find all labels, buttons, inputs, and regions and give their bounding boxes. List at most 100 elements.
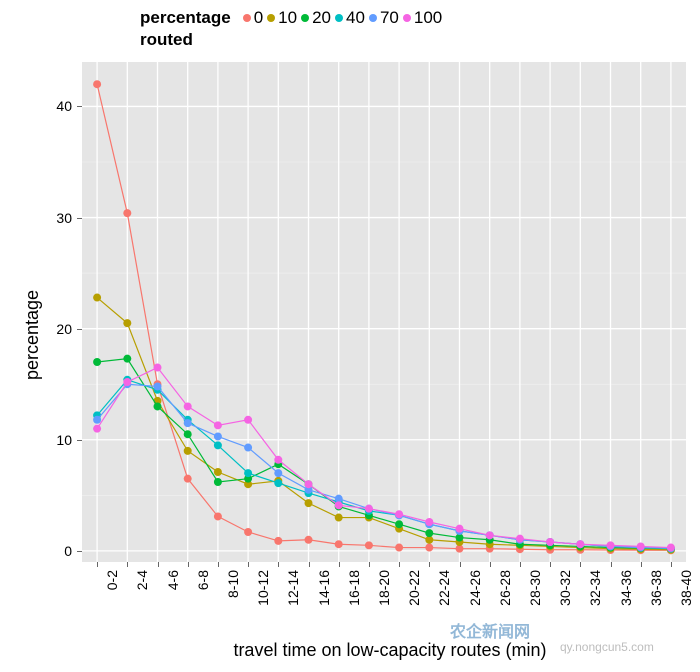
series-point	[425, 529, 433, 537]
series-point	[244, 469, 252, 477]
x-tick-mark	[127, 562, 128, 567]
series-line-0	[97, 84, 671, 550]
series-line-100	[97, 368, 671, 548]
series-point	[214, 432, 222, 440]
series-line-20	[97, 359, 671, 549]
y-tick-label: 20	[42, 321, 72, 337]
x-tick-label: 18-20	[376, 570, 392, 620]
legend: percentage 0 10 20 40 70	[140, 8, 442, 52]
series-point	[305, 499, 313, 507]
plot-area	[82, 62, 686, 562]
series-point	[274, 479, 282, 487]
series-point	[93, 294, 101, 302]
legend-item-100: 100	[403, 8, 442, 28]
x-tick-label: 10-12	[255, 570, 271, 620]
legend-label-0: 0	[254, 8, 263, 28]
x-tick-label: 0-2	[104, 570, 120, 620]
y-tick-mark	[77, 329, 82, 330]
y-tick-label: 30	[42, 210, 72, 226]
series-point	[425, 544, 433, 552]
series-point	[214, 478, 222, 486]
legend-marker-0	[243, 14, 251, 22]
x-tick-mark	[158, 562, 159, 567]
y-axis-label: percentage	[22, 290, 43, 380]
series-point	[154, 364, 162, 372]
series-point	[667, 544, 675, 552]
x-tick-label: 32-34	[587, 570, 603, 620]
x-tick-label: 4-6	[165, 570, 181, 620]
x-tick-label: 2-4	[134, 570, 150, 620]
x-tick-label: 8-10	[225, 570, 241, 620]
x-tick-label: 22-24	[436, 570, 452, 620]
series-point	[365, 541, 373, 549]
x-tick-mark	[309, 562, 310, 567]
legend-item-40: 40	[335, 8, 365, 28]
series-point	[395, 520, 403, 528]
x-axis-label: travel time on low-capacity routes (min)	[150, 640, 630, 661]
series-point	[93, 358, 101, 366]
series-point	[184, 447, 192, 455]
legend-marker-100	[403, 14, 411, 22]
y-tick-mark	[77, 218, 82, 219]
series-point	[456, 525, 464, 533]
series-point	[365, 505, 373, 513]
watermark-logo: 农企新闻网	[450, 618, 530, 642]
legend-label-70: 70	[380, 8, 399, 28]
x-tick-mark	[188, 562, 189, 567]
series-point	[274, 469, 282, 477]
x-tick-label: 28-30	[527, 570, 543, 620]
x-tick-label: 36-38	[648, 570, 664, 620]
series-point	[244, 444, 252, 452]
x-tick-mark	[399, 562, 400, 567]
series-point	[607, 541, 615, 549]
series-point	[637, 542, 645, 550]
x-tick-label: 30-32	[557, 570, 573, 620]
x-tick-mark	[671, 562, 672, 567]
x-tick-mark	[490, 562, 491, 567]
x-tick-label: 20-22	[406, 570, 422, 620]
x-tick-label: 16-18	[346, 570, 362, 620]
series-point	[244, 528, 252, 536]
legend-label-100: 100	[414, 8, 442, 28]
x-tick-mark	[429, 562, 430, 567]
series-point	[154, 402, 162, 410]
x-tick-mark	[248, 562, 249, 567]
series-point	[184, 419, 192, 427]
x-tick-label: 14-16	[316, 570, 332, 620]
x-tick-mark	[611, 562, 612, 567]
series-point	[214, 421, 222, 429]
x-tick-label: 12-14	[285, 570, 301, 620]
x-tick-mark	[278, 562, 279, 567]
legend-label-20: 20	[312, 8, 331, 28]
series-point	[305, 536, 313, 544]
series-point	[123, 209, 131, 217]
series-point	[93, 80, 101, 88]
series-point	[184, 475, 192, 483]
series-point	[154, 382, 162, 390]
legend-label-10: 10	[278, 8, 297, 28]
x-tick-mark	[369, 562, 370, 567]
legend-item-20: 20	[301, 8, 331, 28]
legend-title-1: percentage	[140, 8, 231, 28]
x-tick-label: 24-26	[467, 570, 483, 620]
y-tick-label: 10	[42, 432, 72, 448]
x-tick-mark	[520, 562, 521, 567]
x-tick-label: 38-40	[678, 570, 694, 620]
x-tick-mark	[641, 562, 642, 567]
series-point	[274, 456, 282, 464]
y-tick-mark	[77, 440, 82, 441]
x-tick-mark	[550, 562, 551, 567]
chart-container: percentage 0 10 20 40 70	[0, 0, 700, 672]
series-point	[244, 416, 252, 424]
x-tick-mark	[218, 562, 219, 567]
x-tick-label: 34-36	[618, 570, 634, 620]
series-point	[123, 319, 131, 327]
series-point	[184, 430, 192, 438]
legend-item-70: 70	[369, 8, 399, 28]
series-point	[486, 531, 494, 539]
legend-marker-20	[301, 14, 309, 22]
series-point	[335, 514, 343, 522]
series-point	[335, 501, 343, 509]
y-tick-mark	[77, 551, 82, 552]
series-point	[425, 518, 433, 526]
